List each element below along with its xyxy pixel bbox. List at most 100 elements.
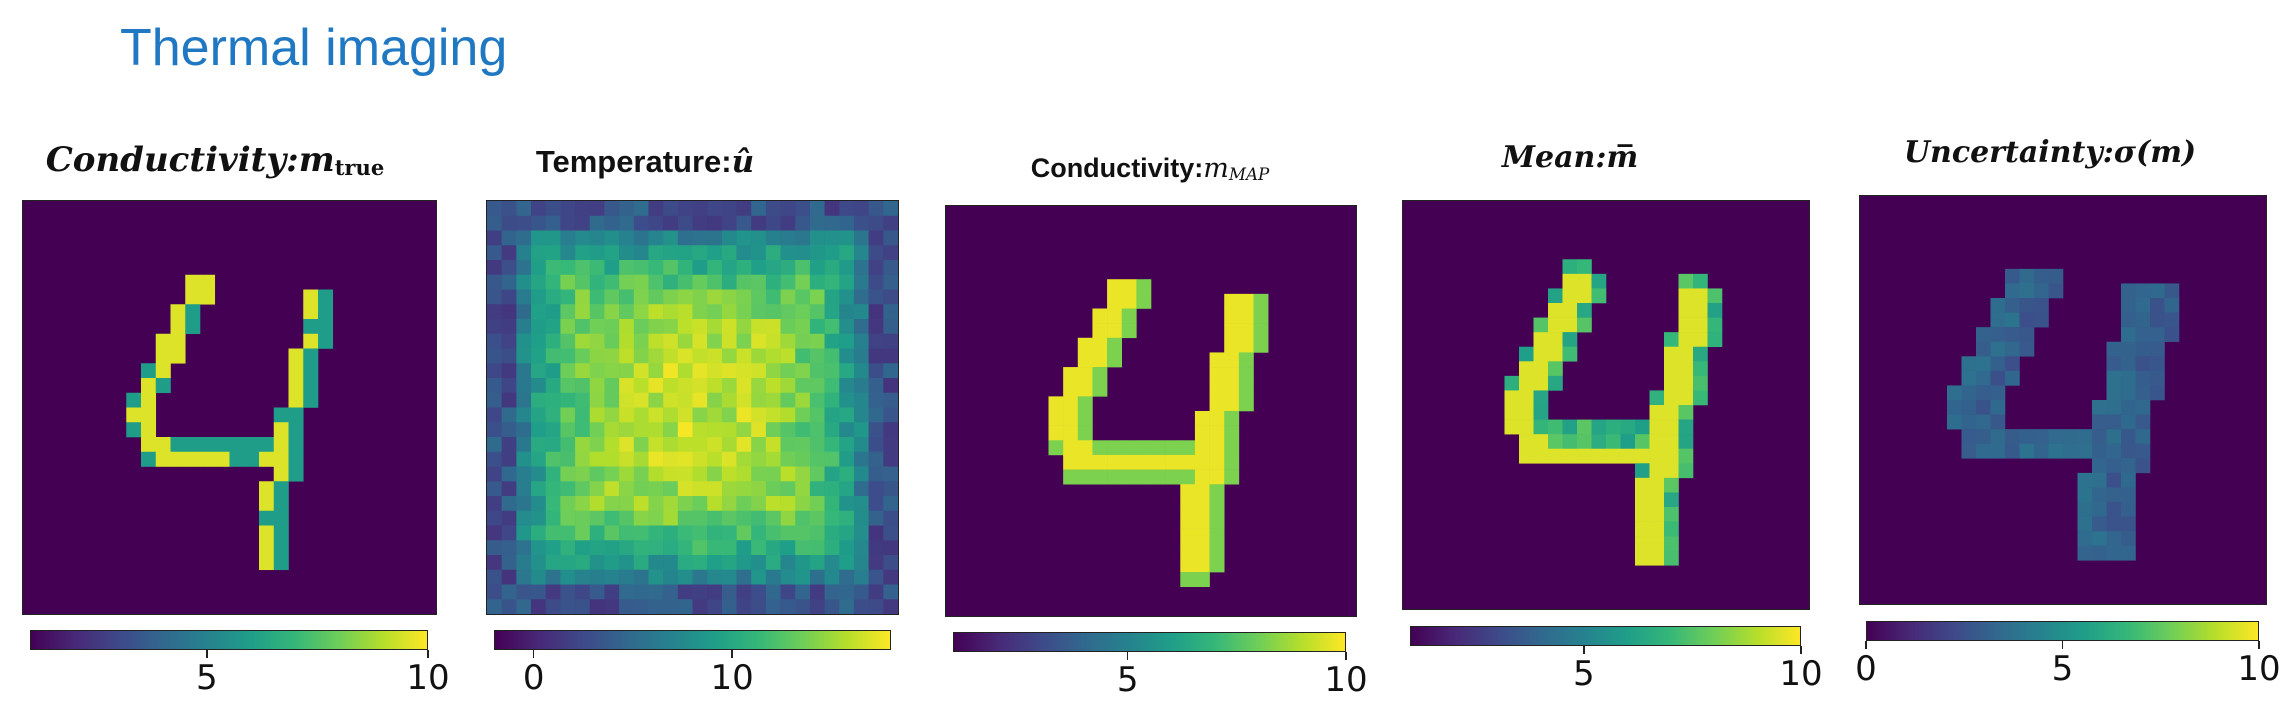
pixel-cell: [487, 245, 502, 261]
pixel-cell: [839, 481, 855, 497]
pixel-cell: [1961, 429, 1977, 445]
pixel-cell: [560, 215, 576, 231]
pixel-cell: [1961, 370, 1977, 386]
pixel-cell: [2150, 370, 2165, 386]
pixel-cell: [839, 569, 855, 585]
pixel-cell: [589, 525, 605, 541]
pixel-cell: [795, 525, 811, 541]
pixel-cell: [1077, 469, 1093, 485]
pixel-cell: [2106, 370, 2122, 386]
pixel-cell: [487, 348, 502, 364]
pixel-cell: [1209, 542, 1225, 558]
pixel-cell: [1533, 317, 1549, 333]
pixel-cell: [839, 215, 855, 231]
pixel-cell: [619, 348, 635, 364]
pixel-cell: [1577, 434, 1592, 450]
pixel-cell: [677, 540, 693, 556]
pixel-cell: [648, 407, 664, 423]
pixel-cell: [648, 510, 664, 526]
pixel-cell: [707, 569, 723, 585]
pixel-cell: [531, 481, 547, 497]
pixel-cell: [1591, 288, 1607, 304]
pixel-cell: [1209, 352, 1225, 368]
pixel-cell: [288, 437, 304, 453]
pixel-cell: [2135, 298, 2151, 313]
pixel-cell: [2092, 502, 2107, 517]
pixel-cell: [780, 378, 796, 394]
pixel-cell: [824, 319, 840, 335]
pixel-cell: [633, 510, 649, 526]
pixel-cell: [1606, 434, 1621, 450]
pixel-cell: [633, 599, 649, 614]
pixel-cell: [648, 304, 664, 320]
pixel-cell: [780, 496, 796, 512]
pixel-cell: [1253, 323, 1269, 339]
pixel-cell: [780, 481, 796, 497]
pixel-cell: [487, 363, 502, 379]
pixel-cell: [575, 584, 591, 600]
pixel-cell: [824, 230, 840, 246]
pixel-cell: [604, 466, 620, 482]
pixel-cell: [677, 584, 693, 600]
pixel-cell: [501, 245, 517, 261]
pixel-cell: [531, 525, 547, 541]
pixel-cell: [1048, 396, 1064, 412]
pixel-cell: [853, 555, 869, 571]
pixel-cell: [648, 260, 664, 276]
pixel-cell: [273, 407, 289, 423]
pixel-cell: [765, 407, 781, 423]
pixel-cell: [883, 378, 898, 394]
pixel-cell: [589, 333, 605, 349]
pixel-cell: [765, 348, 781, 364]
pixel-cell: [1693, 375, 1708, 391]
colorbar-uncertainty: [1866, 621, 2259, 641]
pixel-cell: [824, 274, 840, 290]
pixel-cell: [1194, 484, 1210, 500]
pixel-cell: [707, 333, 723, 349]
pixel-cell: [751, 333, 767, 349]
colorbar-tick-label: 5: [1116, 660, 1139, 700]
pixel-cell: [1562, 303, 1578, 318]
pixel-cell: [692, 481, 708, 497]
pixel-cell: [1678, 332, 1694, 348]
pixel-cell: [2121, 400, 2136, 415]
pixel-cell: [516, 319, 532, 335]
pixel-cell: [1253, 337, 1269, 353]
pixel-cell: [516, 555, 532, 571]
pixel-cell: [839, 392, 855, 408]
pixel-cell: [853, 392, 869, 408]
pixel-cell: [736, 274, 752, 290]
pixel-cell: [619, 333, 635, 349]
pixel-cell: [853, 378, 869, 394]
pixel-cell: [795, 584, 811, 600]
pixel-cell: [1976, 370, 1991, 386]
pixel-cell: [1562, 288, 1578, 304]
pixel-cell: [868, 584, 884, 600]
pixel-cell: [663, 525, 679, 541]
pixel-cell: [545, 466, 561, 482]
pixel-cell: [663, 510, 679, 526]
pixel-cell: [780, 569, 796, 585]
pixel-cell: [1577, 259, 1592, 275]
pixel-cell: [604, 333, 620, 349]
pixel-cell: [765, 392, 781, 408]
colorbar-tick-mark: [206, 650, 208, 658]
pixel-cell: [839, 319, 855, 335]
pixel-cell: [501, 319, 517, 335]
pixel-cell: [1194, 542, 1210, 558]
pixel-cell: [1577, 273, 1592, 289]
pixel-cell: [721, 230, 737, 246]
pixel-cell: [516, 584, 532, 600]
pixel-cell: [1533, 419, 1549, 435]
pixel-cell: [648, 466, 664, 482]
pixel-cell: [545, 363, 561, 379]
pixel-cell: [288, 422, 304, 438]
pixel-cell: [2121, 385, 2136, 401]
pixel-cell: [809, 437, 825, 453]
pixel-cell: [633, 215, 649, 231]
pixel-cell: [648, 230, 664, 246]
pixel-cell: [1664, 332, 1679, 348]
pixel-cell: [824, 333, 840, 349]
pixel-cell: [1548, 288, 1563, 304]
pixel-cell: [531, 230, 547, 246]
